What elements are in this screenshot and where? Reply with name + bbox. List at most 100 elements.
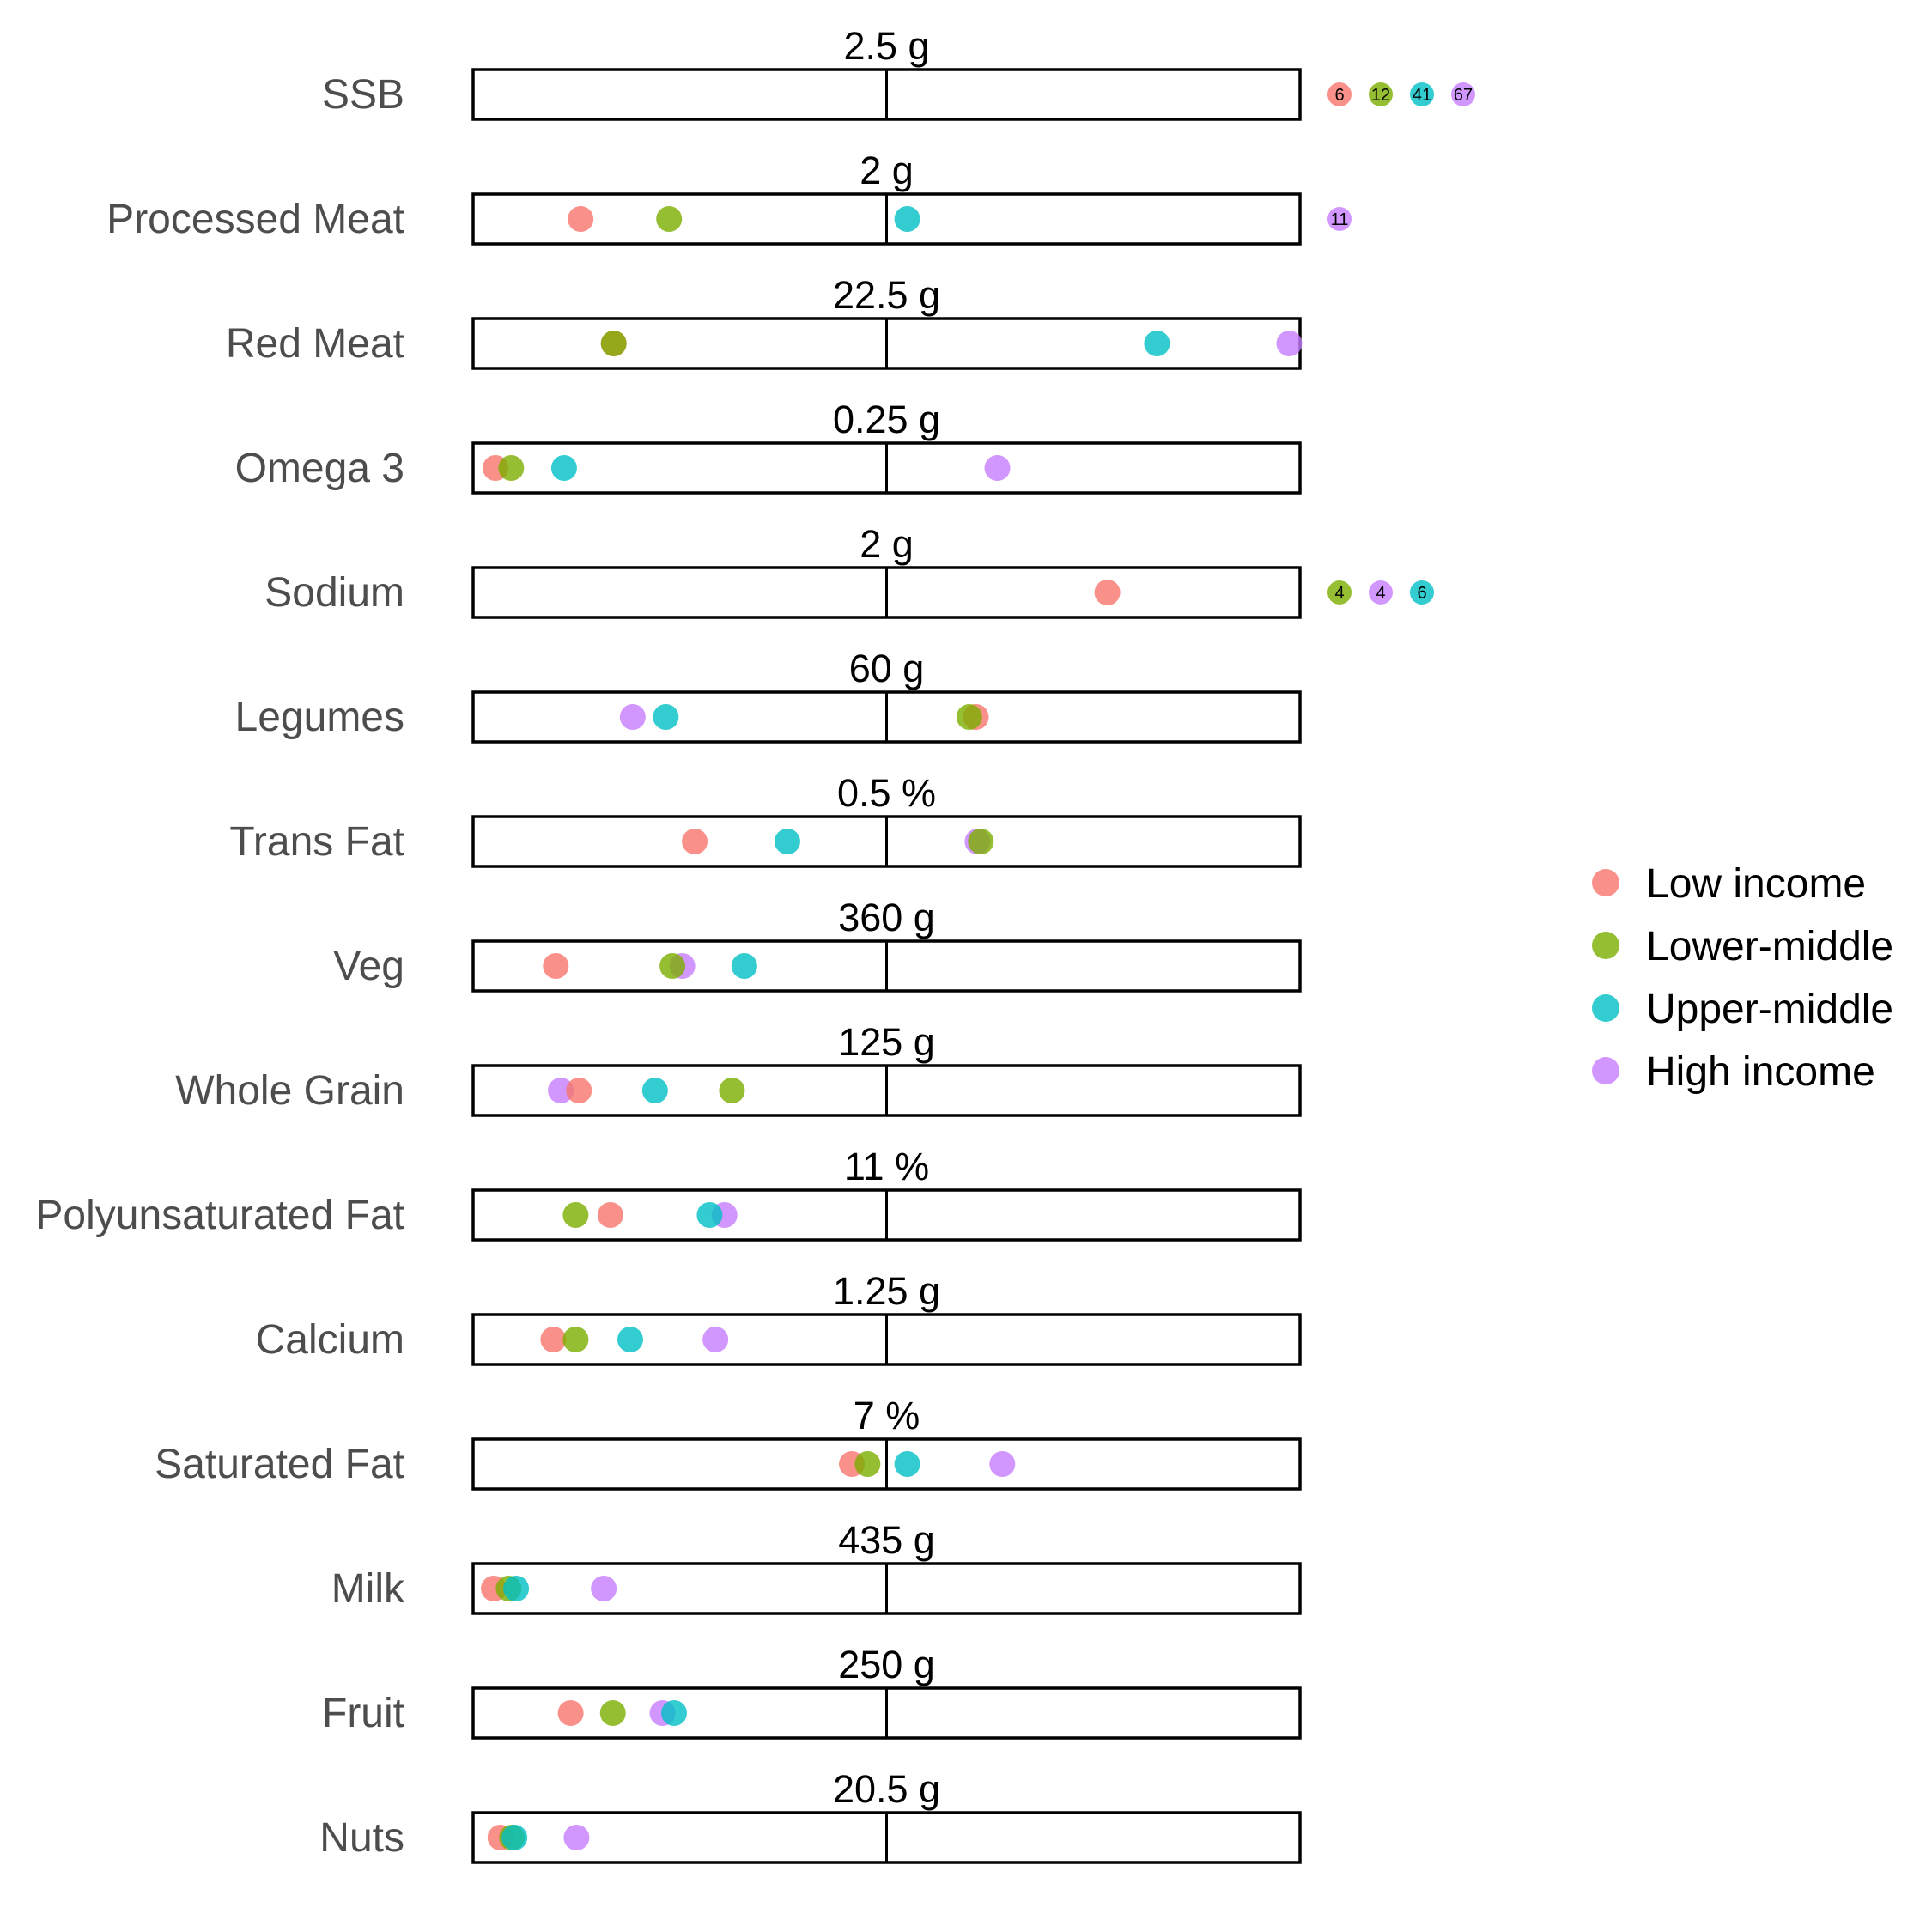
overflow-badge-circle	[1327, 580, 1352, 605]
point-saturated-fat-high-income	[989, 1451, 1016, 1477]
point-omega-3-lower-middle	[498, 455, 525, 481]
row-processed-meat: Processed Meat 2 g 11	[106, 149, 1352, 246]
row-label-red-meat: Red Meat	[226, 321, 404, 367]
point-nuts-upper-middle	[501, 1825, 528, 1850]
overflow-badge-ssb-upper-middle: 41	[1410, 82, 1434, 106]
legend-swatch	[1592, 994, 1619, 1022]
point-legumes-upper-middle	[653, 704, 679, 730]
target-label-legumes: 60 g	[849, 647, 925, 690]
row-label-milk: Milk	[331, 1566, 405, 1612]
point-processed-meat-low-income	[568, 206, 594, 232]
overflow-badge-value: 12	[1371, 86, 1390, 105]
point-whole-grain-low-income	[566, 1078, 592, 1103]
overflow-badge-ssb-high-income: 67	[1451, 82, 1475, 106]
row-label-saturated-fat: Saturated Fat	[155, 1442, 404, 1487]
overflow-badge-sodium-lower-middle: 4	[1327, 580, 1352, 605]
legend-item-low-income: Low income	[1592, 861, 1866, 907]
row-legumes: Legumes 60 g	[235, 647, 1302, 744]
row-ssb: SSB 2.5 g 6 12 41 67	[322, 24, 1475, 121]
point-fruit-lower-middle	[599, 1700, 626, 1726]
point-whole-grain-high-income	[548, 1078, 574, 1103]
row-veg: Veg 360 g	[333, 896, 1302, 993]
legend-item-upper-middle: Upper-middle	[1592, 987, 1893, 1032]
legend-swatch	[1592, 1057, 1619, 1084]
point-calcium-upper-middle	[617, 1327, 643, 1352]
row-label-fruit: Fruit	[322, 1691, 404, 1736]
overflow-badge-sodium-high-income: 4	[1369, 580, 1393, 605]
legend-item-lower-middle: Lower-middle	[1592, 924, 1893, 969]
row-label-processed-meat: Processed Meat	[106, 197, 404, 242]
point-red-meat-upper-middle	[1144, 331, 1170, 356]
row-calcium: Calcium 1.25 g	[256, 1269, 1302, 1366]
overflow-badge-circle	[1410, 82, 1434, 106]
point-polyunsaturated-fat-low-income	[597, 1202, 623, 1228]
overflow-badge-sodium-upper-middle: 6	[1410, 580, 1434, 605]
point-trans-fat-lower-middle	[968, 829, 994, 854]
target-label-omega-3: 0.25 g	[833, 398, 940, 441]
row-label-omega-3: Omega 3	[235, 446, 404, 491]
row-label-trans-fat: Trans Fat	[229, 819, 404, 865]
target-label-veg: 360 g	[838, 896, 935, 939]
row-polyunsaturated-fat: Polyunsaturated Fat 11 %	[35, 1145, 1302, 1242]
target-label-calcium: 1.25 g	[833, 1269, 940, 1313]
overflow-badge-value: 4	[1376, 584, 1385, 603]
row-label-ssb: SSB	[322, 72, 404, 118]
target-label-sodium: 2 g	[860, 522, 914, 566]
point-polyunsaturated-fat-upper-middle	[696, 1202, 723, 1228]
point-fruit-low-income	[557, 1700, 584, 1726]
target-label-nuts: 20.5 g	[833, 1767, 940, 1811]
overflow-badge-value: 41	[1413, 86, 1431, 105]
legend-label: High income	[1646, 1049, 1875, 1095]
legend-item-high-income: High income	[1592, 1049, 1875, 1095]
row-label-calcium: Calcium	[256, 1317, 404, 1363]
row-whole-grain: Whole Grain 125 g	[175, 1020, 1302, 1117]
legend-label: Low income	[1646, 861, 1866, 907]
overflow-badge-ssb-low-income: 6	[1327, 82, 1352, 106]
point-red-meat-high-income	[1276, 331, 1303, 356]
point-veg-upper-middle	[731, 953, 757, 979]
legend: Low income Lower-middle Upper-middle High i…	[1592, 861, 1893, 1095]
target-label-fruit: 250 g	[838, 1643, 935, 1686]
point-omega-3-high-income	[984, 455, 1011, 481]
target-label-saturated-fat: 7 %	[854, 1394, 920, 1437]
target-label-polyunsaturated-fat: 11 %	[844, 1145, 929, 1188]
point-milk-upper-middle	[503, 1576, 530, 1601]
row-label-polyunsaturated-fat: Polyunsaturated Fat	[35, 1193, 404, 1238]
row-milk: Milk 435 g	[331, 1518, 1302, 1615]
overflow-badge-value: 6	[1417, 584, 1426, 603]
point-processed-meat-upper-middle	[894, 206, 920, 232]
point-calcium-low-income	[540, 1327, 567, 1352]
target-label-ssb: 2.5 g	[843, 24, 929, 68]
point-trans-fat-low-income	[682, 829, 708, 854]
overflow-badge-value: 11	[1331, 210, 1349, 229]
overflow-badge-circle	[1369, 580, 1393, 605]
overflow-badge-circle	[1410, 580, 1434, 605]
target-label-trans-fat: 0.5 %	[837, 771, 936, 815]
point-nuts-high-income	[563, 1825, 590, 1850]
target-label-whole-grain: 125 g	[838, 1020, 935, 1064]
overflow-badge-value: 4	[1334, 584, 1344, 603]
point-milk-high-income	[591, 1576, 617, 1601]
target-label-processed-meat: 2 g	[860, 149, 914, 192]
point-processed-meat-lower-middle	[656, 206, 683, 232]
overflow-badge-circle	[1451, 82, 1475, 106]
row-label-sodium: Sodium	[264, 570, 404, 616]
row-label-nuts: Nuts	[319, 1815, 404, 1861]
point-polyunsaturated-fat-lower-middle	[562, 1202, 589, 1228]
row-label-legumes: Legumes	[235, 695, 404, 740]
point-whole-grain-upper-middle	[641, 1078, 668, 1103]
row-red-meat: Red Meat 22.5 g	[226, 273, 1303, 370]
point-saturated-fat-lower-middle	[854, 1451, 881, 1477]
target-label-milk: 435 g	[838, 1518, 935, 1562]
point-whole-grain-lower-middle	[719, 1078, 745, 1103]
point-calcium-lower-middle	[562, 1327, 589, 1352]
row-label-whole-grain: Whole Grain	[175, 1068, 404, 1114]
row-trans-fat: Trans Fat 0.5 %	[229, 771, 1302, 868]
point-calcium-high-income	[702, 1327, 729, 1352]
legend-label: Upper-middle	[1646, 987, 1893, 1032]
overflow-badge-value: 67	[1454, 86, 1473, 105]
point-omega-3-upper-middle	[550, 455, 577, 481]
row-omega-3: Omega 3 0.25 g	[235, 398, 1302, 495]
overflow-badge-ssb-lower-middle: 12	[1369, 82, 1393, 106]
